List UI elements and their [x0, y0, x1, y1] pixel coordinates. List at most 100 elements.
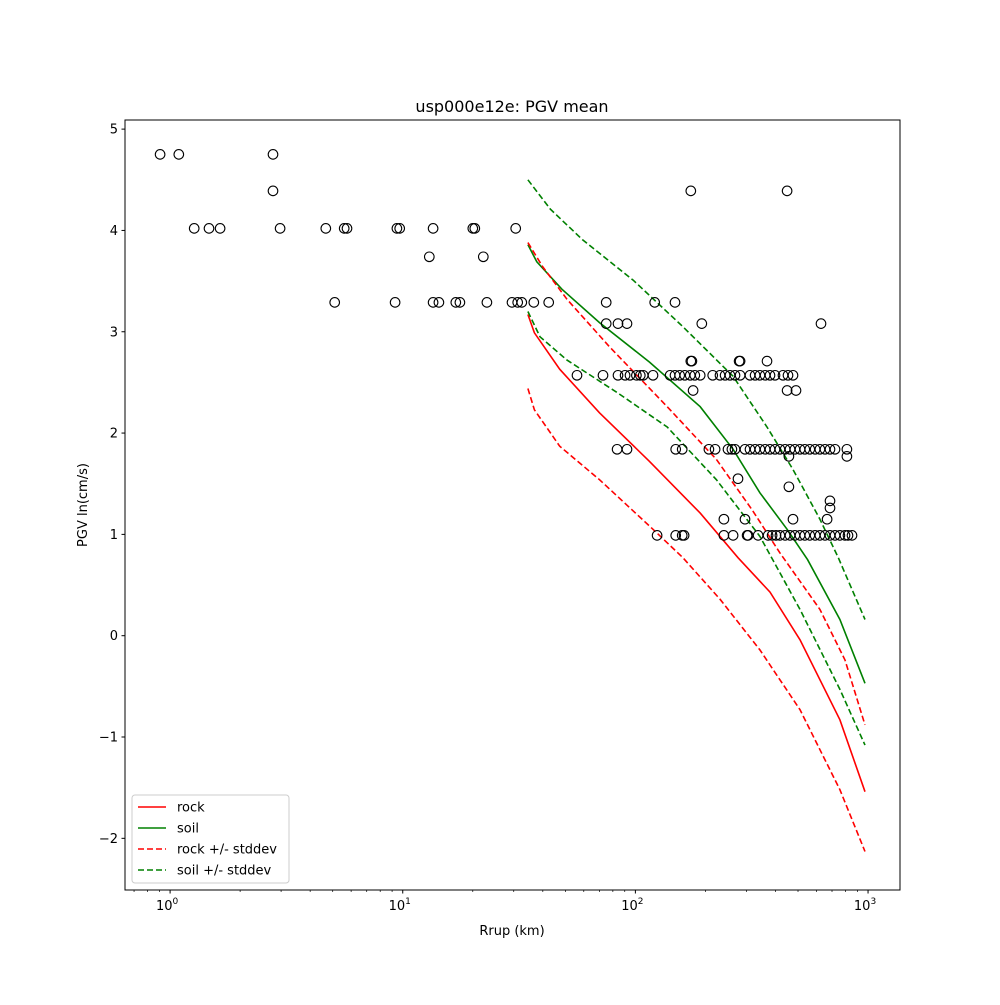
observation-point [669, 297, 681, 308]
observation-point [842, 530, 854, 541]
observation-point [670, 530, 682, 541]
series-line-rock [527, 314, 866, 792]
observation-point [685, 185, 697, 197]
observation-point [433, 297, 445, 308]
observation-point [188, 223, 200, 234]
observation-point [621, 443, 633, 455]
legend-label: soil [177, 822, 199, 837]
observation-point [450, 297, 462, 308]
observation-point [769, 369, 781, 381]
observation-point [543, 297, 555, 308]
observation-point [841, 451, 853, 462]
legend-label: rock [177, 801, 205, 816]
observation-point [600, 297, 612, 308]
y-tick-label: 3 [110, 325, 118, 340]
observation-point [689, 369, 701, 381]
y-tick-label: 5 [110, 123, 118, 138]
observation-point [709, 443, 721, 455]
observation-point [571, 369, 583, 381]
observation-point [722, 443, 734, 455]
y-tick-label: 0 [110, 629, 118, 644]
observation-point [612, 369, 624, 381]
observation-point [510, 223, 522, 234]
observation-point [707, 369, 719, 381]
observation-point [469, 223, 481, 234]
observation-point [787, 513, 799, 525]
axes-frame [124, 119, 901, 891]
observation-point [782, 369, 794, 381]
y-axis-label: PGV ln(cm/s) [76, 463, 91, 547]
y-tick-label: −1 [99, 731, 118, 746]
x-tick-label: 101 [389, 897, 411, 914]
observation-point [824, 502, 836, 514]
observation-point [783, 481, 795, 493]
observation-point [338, 223, 350, 234]
observation-point [841, 443, 853, 455]
observation-point [477, 251, 489, 263]
legend: rock soil rock +/- stddev soil +/- stddev [131, 794, 290, 884]
plot-area [154, 149, 866, 852]
x-tick-label: 100 [156, 897, 179, 914]
observation-point [341, 223, 353, 234]
observation-point [600, 318, 612, 329]
observation-point [726, 443, 738, 455]
observation-point [781, 185, 793, 197]
observation-point [729, 369, 741, 381]
observation-point [718, 513, 730, 525]
observation-point [512, 297, 524, 308]
observation-point [732, 473, 744, 485]
series-line-soil-stddev [527, 179, 866, 620]
observation-point [839, 530, 851, 541]
observation-point [761, 355, 773, 367]
observation-point [267, 185, 279, 197]
observation-point [829, 443, 841, 455]
observation-point [391, 223, 403, 234]
observation-point [320, 223, 332, 234]
observation-point [687, 385, 699, 396]
observation-point [647, 369, 659, 381]
observation-point [824, 443, 836, 455]
observation-point [423, 251, 435, 263]
observation-point [329, 297, 341, 308]
observation-point [154, 149, 166, 160]
observation-point [703, 443, 715, 455]
observation-point [516, 297, 528, 308]
observation-point [739, 513, 751, 525]
observation-point [597, 369, 609, 381]
observation-point [670, 443, 682, 455]
observation-point [612, 318, 624, 329]
observation-point [799, 530, 811, 541]
observation-point [621, 318, 633, 329]
legend-box [131, 794, 290, 884]
series-line-soil-stddev [527, 311, 866, 746]
observation-point [173, 149, 185, 160]
observation-point [734, 355, 746, 367]
observation-point [676, 443, 688, 455]
observation-point [696, 318, 708, 329]
observation-point [619, 369, 631, 381]
observation-point [634, 369, 646, 381]
observation-point [781, 385, 793, 396]
observation-point [214, 223, 226, 234]
legend-label: rock +/- stddev [177, 843, 277, 858]
observation-point [674, 369, 686, 381]
observation-point [203, 223, 215, 234]
series-line-rock-stddev [527, 388, 866, 852]
observation-point [649, 297, 661, 308]
observation-point [824, 495, 836, 507]
observation-point [481, 297, 493, 308]
observation-point [394, 223, 406, 234]
series-line-soil [527, 244, 866, 684]
observation-point [764, 369, 776, 381]
observation-point [454, 297, 466, 308]
axis-ticks: 5 4 3 2 1 0 −1 −2 100 101 102 103 [99, 123, 876, 914]
observation-point [678, 530, 690, 541]
y-tick-label: −2 [99, 832, 118, 847]
observation-point [651, 530, 663, 541]
y-tick-label: 1 [110, 528, 118, 543]
y-tick-label: 4 [110, 224, 118, 239]
observation-point [267, 149, 279, 160]
observation-point [766, 530, 778, 541]
